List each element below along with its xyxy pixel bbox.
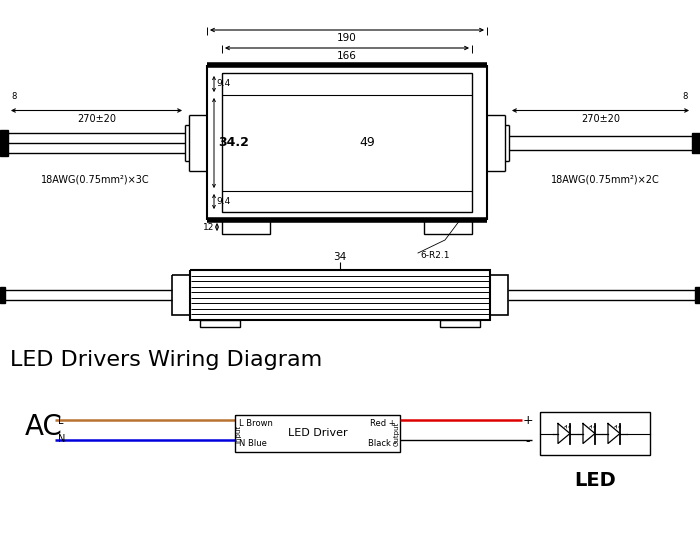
Text: N: N	[58, 434, 65, 444]
Text: 34: 34	[333, 252, 346, 262]
Text: 166: 166	[337, 51, 357, 61]
Text: LED Driver: LED Driver	[288, 428, 347, 438]
Bar	[0, 129, 8, 156]
Text: Red +: Red +	[370, 419, 396, 428]
Bar	[692, 133, 700, 152]
Text: Output: Output	[394, 421, 400, 446]
Text: 270±20: 270±20	[581, 113, 620, 124]
Text: 9.4: 9.4	[216, 80, 230, 89]
Text: LED Drivers Wiring Diagram: LED Drivers Wiring Diagram	[10, 350, 322, 370]
Bar	[695, 287, 700, 303]
Text: N Blue: N Blue	[239, 439, 267, 448]
Text: 270±20: 270±20	[77, 113, 116, 124]
Text: 18AWG(0.75mm²)×2C: 18AWG(0.75mm²)×2C	[551, 175, 659, 185]
Text: 8: 8	[11, 92, 17, 101]
Text: AC: AC	[25, 413, 63, 441]
Text: +: +	[523, 414, 533, 426]
Text: Black -: Black -	[368, 439, 396, 448]
Text: 18AWG(0.75mm²)×3C: 18AWG(0.75mm²)×3C	[41, 175, 149, 185]
Text: 190: 190	[337, 33, 357, 43]
Text: 34.2: 34.2	[218, 136, 249, 150]
Text: 6-R2.1: 6-R2.1	[420, 250, 449, 260]
Text: 49: 49	[359, 136, 375, 149]
Text: 12: 12	[202, 223, 214, 232]
Text: L: L	[58, 416, 64, 426]
Text: 8: 8	[682, 92, 687, 101]
Text: 9.4: 9.4	[216, 197, 230, 206]
Text: LED: LED	[574, 470, 616, 490]
Bar	[0, 287, 5, 303]
Text: Input: Input	[235, 425, 241, 443]
Text: L Brown: L Brown	[239, 419, 273, 428]
Text: -: -	[526, 436, 531, 448]
